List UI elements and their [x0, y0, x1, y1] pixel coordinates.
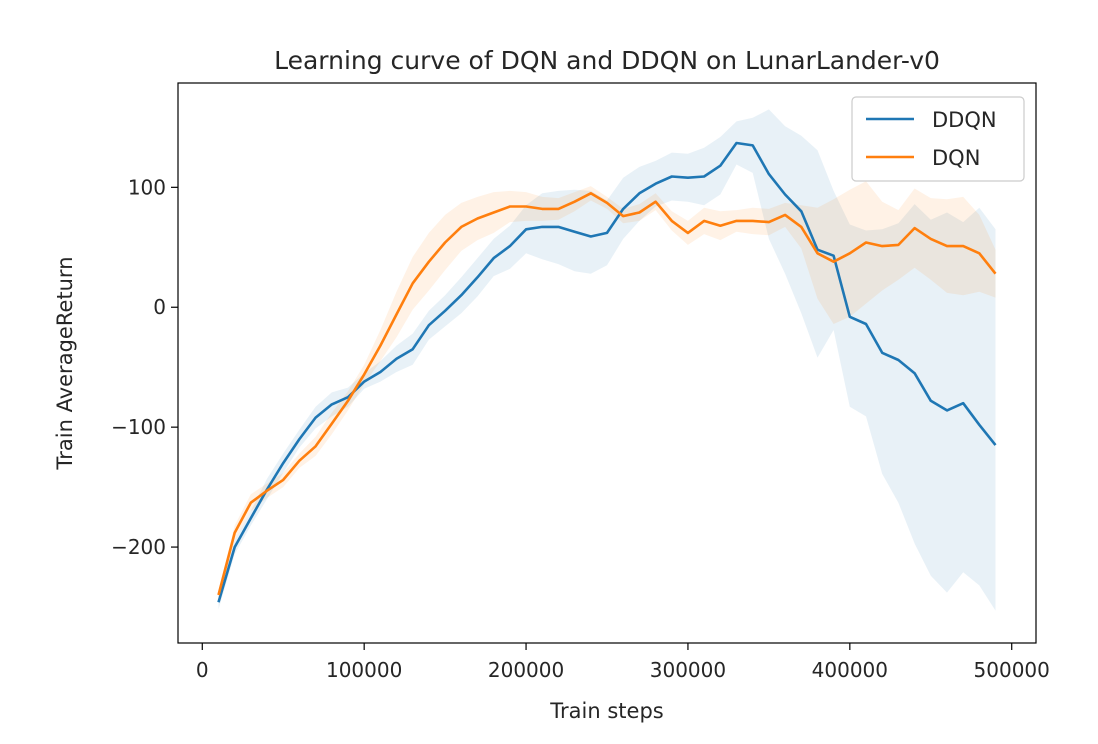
ddqn-band [218, 109, 996, 611]
dqn-line [217, 192, 997, 596]
y-tick-label: −200 [111, 535, 166, 559]
y-tick-label: −100 [111, 415, 166, 439]
ddqn-line [217, 141, 997, 603]
y-tick-label: 0 [153, 295, 166, 319]
x-tick-label: 400000 [812, 658, 888, 682]
legend-label-ddqn: DDQN [932, 108, 997, 132]
y-axis-label: Train AverageReturn [53, 257, 77, 471]
x-tick-label: 100000 [326, 658, 402, 682]
y-tick-label: 100 [128, 175, 166, 199]
x-tick-label: 300000 [650, 658, 726, 682]
legend: DDQN DQN [851, 96, 1025, 182]
x-tick-label: 0 [196, 658, 209, 682]
x-tick-label: 200000 [488, 658, 564, 682]
y-axis-ticks: −200 −100 0 100 [111, 175, 178, 559]
x-axis-label: Train steps [549, 699, 663, 723]
x-axis-ticks: 0 100000 200000 300000 400000 500000 [196, 643, 1050, 682]
chart-title: Learning curve of DQN and DDQN on LunarL… [274, 46, 940, 75]
x-tick-label: 500000 [974, 658, 1050, 682]
legend-label-dqn: DQN [932, 146, 980, 170]
series-lines [217, 141, 997, 603]
plot-frame [177, 82, 1037, 644]
